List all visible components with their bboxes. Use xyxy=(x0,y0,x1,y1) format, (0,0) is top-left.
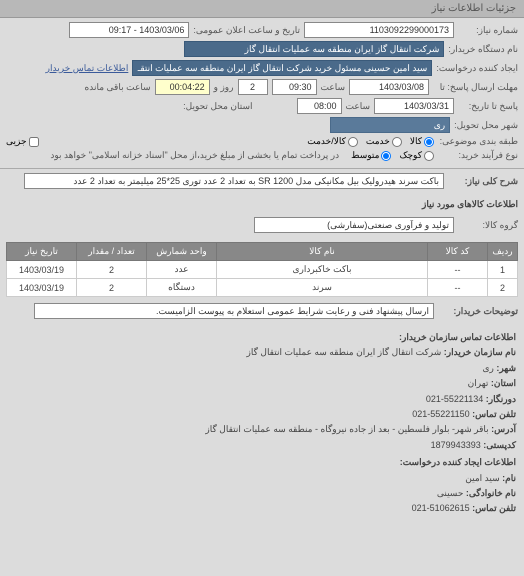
contact-city-label: شهر: xyxy=(496,363,516,373)
radio-service-input[interactable] xyxy=(392,137,402,147)
number-label: شماره نیاز: xyxy=(458,25,518,36)
contact-fax: 55221134-021 xyxy=(426,394,483,404)
goods-group-section: گروه کالا: xyxy=(0,213,524,240)
contact-org-label: نام سازمان خریدار: xyxy=(444,347,516,357)
radio-medium-input[interactable] xyxy=(381,151,391,161)
checkbox-partial-input[interactable] xyxy=(29,137,39,147)
buyer-note-section: توضیحات خریدار: xyxy=(0,299,524,326)
creator-title: اطلاعات ایجاد کننده درخواست: xyxy=(8,455,516,469)
header-section: شماره نیاز: تاریخ و ساعت اعلان عمومی: نا… xyxy=(0,18,524,168)
response-label: پاسخ تا تاریخ: xyxy=(458,101,518,112)
province-label: استان محل تحویل: xyxy=(183,101,252,112)
contact-province-label: استان: xyxy=(491,378,516,388)
days-label: روز و xyxy=(214,82,234,93)
contact-address: باقر شهر- بلوار فلسطین - بعد از جاده نیر… xyxy=(205,424,488,434)
tab-title: جزئیات اطلاعات نیاز xyxy=(432,3,516,14)
th-row: ردیف xyxy=(488,243,518,261)
description-label: شرح کلی نیاز: xyxy=(448,176,518,187)
contact-postal: 1879943393 xyxy=(431,440,481,450)
radio-service[interactable]: خدمت xyxy=(366,136,402,147)
goods-table: ردیف کد کالا نام کالا واحد شمارش تعداد /… xyxy=(6,242,518,297)
remain-time-input xyxy=(155,79,210,95)
response-date-input[interactable] xyxy=(374,98,454,114)
org-input[interactable] xyxy=(184,41,444,57)
process-note: در پرداخت تمام یا بخشی از مبلغ خرید،از م… xyxy=(50,150,339,161)
radio-small-input[interactable] xyxy=(424,151,434,161)
contact-fax-label: دورنگار: xyxy=(486,394,516,404)
contact-phone2: 51062615-021 xyxy=(412,503,470,513)
province-input[interactable] xyxy=(330,117,450,133)
org-label: نام دستگاه خریدار: xyxy=(448,44,518,55)
datetime-input[interactable] xyxy=(69,22,189,38)
th-code: کد کالا xyxy=(428,243,488,261)
radio-goods-service-input[interactable] xyxy=(348,137,358,147)
contact-name-label: نام: xyxy=(502,473,516,483)
group-input[interactable] xyxy=(254,217,454,233)
process-radio-group: کوچک متوسط xyxy=(351,150,434,161)
contact-province: تهران xyxy=(468,378,489,388)
radio-medium[interactable]: متوسط xyxy=(351,150,391,161)
th-qty: تعداد / مقدار xyxy=(77,243,147,261)
th-date: تاریخ نیاز xyxy=(7,243,77,261)
description-input[interactable] xyxy=(24,173,444,189)
table-header-row: ردیف کد کالا نام کالا واحد شمارش تعداد /… xyxy=(7,243,518,261)
remain-label: ساعت باقی مانده xyxy=(85,82,151,93)
city-label: شهر محل تحویل: xyxy=(454,120,518,131)
packaging-radio-group: کالا خدمت کالا/خدمت xyxy=(307,136,434,147)
contact-org: شرکت انتقال گاز ایران منطقه سه عملیات ان… xyxy=(247,347,442,357)
goods-section-title: اطلاعات کالاهای مورد نیاز xyxy=(0,196,524,213)
table-row[interactable]: 2 -- سرند دستگاه 2 1403/03/19 xyxy=(7,279,518,297)
contact-address-label: آدرس: xyxy=(491,424,516,434)
main-container: { "tab": { "title": "جزئیات اطلاعات نیاز… xyxy=(0,0,524,521)
contact-title: اطلاعات تماس سازمان خریدار: xyxy=(8,330,516,344)
response-time-input[interactable] xyxy=(297,98,342,114)
days-input[interactable] xyxy=(238,79,268,95)
time-label-1: ساعت xyxy=(321,82,346,93)
deadline-time-input[interactable] xyxy=(272,79,317,95)
deadline-date-input[interactable] xyxy=(349,79,429,95)
tab-header: جزئیات اطلاعات نیاز xyxy=(0,0,524,18)
contact-phone: 55221150-021 xyxy=(412,409,469,419)
contact-phone-label: تلفن تماس: xyxy=(472,409,516,419)
contact-phone2-label: تلفن تماس: xyxy=(472,503,516,513)
table-row[interactable]: 1 -- باکت خاکبرداری عدد 2 1403/03/19 xyxy=(7,261,518,279)
creator-label: ایجاد کننده درخواست: xyxy=(436,63,518,74)
group-label: گروه کالا: xyxy=(458,220,518,231)
radio-small[interactable]: کوچک xyxy=(399,150,434,161)
datetime-label: تاریخ و ساعت اعلان عمومی: xyxy=(193,25,300,36)
checkbox-partial[interactable]: جزیی xyxy=(6,136,39,147)
creator-input[interactable] xyxy=(132,60,432,76)
contact-surname-label: نام خانوادگی: xyxy=(466,488,516,498)
time-label-2: ساعت xyxy=(346,101,371,112)
contact-postal-label: کدپستی: xyxy=(483,440,516,450)
radio-goods-service[interactable]: کالا/خدمت xyxy=(307,136,358,147)
buyer-note-input[interactable] xyxy=(34,303,434,319)
deadline-label: مهلت ارسال پاسخ: تا xyxy=(433,82,518,93)
contact-link[interactable]: اطلاعات تماس خریدار xyxy=(46,63,129,74)
packaging-label: طبقه بندی موضوعی: xyxy=(438,136,518,147)
contact-city: ری xyxy=(482,363,493,373)
number-input[interactable] xyxy=(304,22,454,38)
description-section: شرح کلی نیاز: xyxy=(0,168,524,196)
table-container: ردیف کد کالا نام کالا واحد شمارش تعداد /… xyxy=(0,240,524,299)
th-name: نام کالا xyxy=(217,243,428,261)
radio-goods-input[interactable] xyxy=(424,137,434,147)
th-unit: واحد شمارش xyxy=(147,243,217,261)
contact-surname: حسینی xyxy=(437,488,464,498)
process-label: نوع فرآیند خرید: xyxy=(438,150,518,161)
contact-section: اطلاعات تماس سازمان خریدار: نام سازمان خ… xyxy=(0,326,524,521)
contact-name: سید امین xyxy=(465,473,499,483)
buyer-note-label: توضیحات خریدار: xyxy=(438,306,518,317)
radio-goods[interactable]: کالا xyxy=(410,136,434,147)
